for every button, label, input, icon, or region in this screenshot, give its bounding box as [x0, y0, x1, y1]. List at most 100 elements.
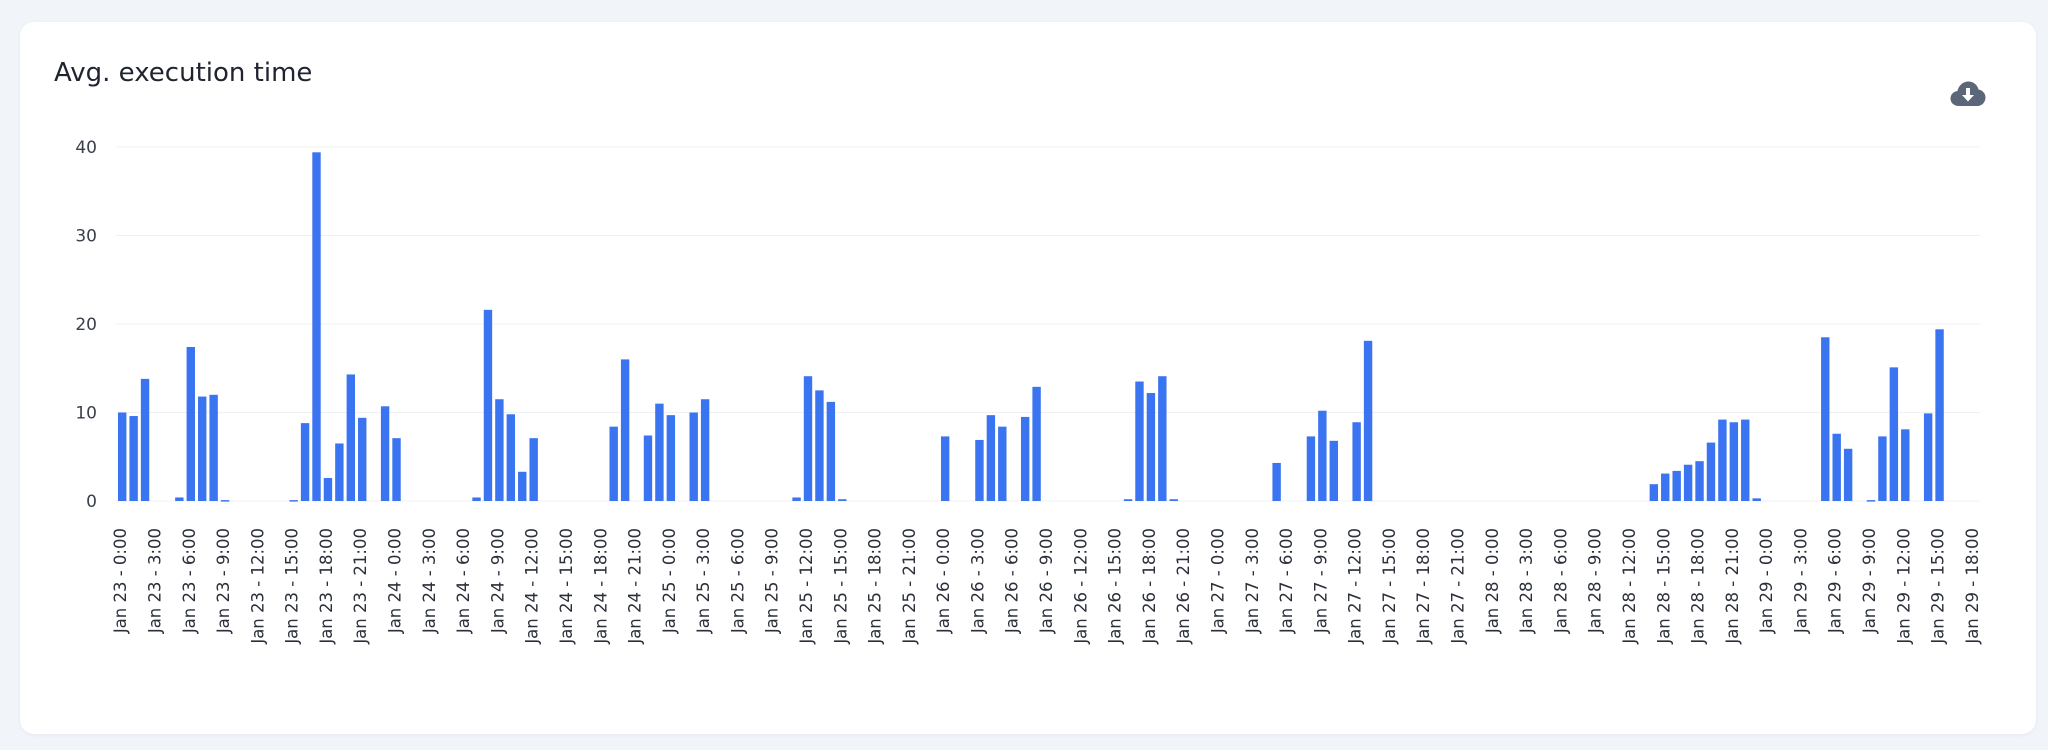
x-tick-label: Jan 29 - 15:00 [1929, 528, 1948, 645]
bar [1832, 433, 1841, 501]
bar [940, 436, 950, 501]
bar [975, 439, 984, 501]
x-tick-label: Jan 24 - 21:00 [626, 528, 645, 645]
bar [1923, 413, 1933, 501]
x-tick-label: Jan 27 - 12:00 [1346, 528, 1365, 645]
bar [346, 374, 355, 501]
x-tick-label: Jan 26 - 6:00 [1003, 528, 1022, 634]
bar [335, 443, 344, 501]
x-tick-label: Jan 25 - 12:00 [797, 528, 816, 645]
x-tick-label: Jan 23 - 6:00 [180, 528, 199, 634]
cloud-download-icon [1950, 81, 1986, 106]
bar [1821, 337, 1830, 501]
x-tick-label: Jan 25 - 15:00 [831, 528, 850, 645]
x-tick-label: Jan 24 - 15:00 [557, 528, 576, 645]
bar [986, 415, 996, 501]
bar [1306, 436, 1316, 501]
bar [1272, 462, 1281, 501]
bar [1901, 429, 1910, 501]
x-tick-label: Jan 25 - 9:00 [763, 528, 782, 634]
x-tick-label: Jan 25 - 6:00 [728, 528, 747, 634]
x-tick-label: Jan 24 - 6:00 [454, 528, 473, 634]
x-tick-label: Jan 26 - 3:00 [968, 528, 987, 634]
bar [1318, 410, 1327, 501]
bar [1866, 500, 1876, 502]
bar [289, 500, 298, 502]
x-tick-label: Jan 26 - 18:00 [1140, 528, 1159, 645]
x-tick-label: Jan 29 - 18:00 [1963, 528, 1982, 645]
bar [1935, 329, 1944, 501]
x-tick-label: Jan 29 - 12:00 [1894, 528, 1913, 645]
x-tick-label: Jan 28 - 0:00 [1483, 528, 1502, 634]
bar [198, 396, 207, 501]
download-button[interactable] [1950, 74, 1996, 114]
bar [803, 376, 813, 501]
y-tick-label: 0 [86, 492, 97, 512]
bar [529, 438, 538, 501]
x-tick-label: Jan 26 - 12:00 [1071, 528, 1090, 645]
bar [1352, 422, 1361, 501]
bar [666, 415, 676, 501]
bar [655, 403, 664, 501]
bar [220, 500, 230, 502]
x-tick-label: Jan 27 - 9:00 [1311, 528, 1330, 634]
bar [1683, 464, 1693, 501]
x-tick-label: Jan 26 - 15:00 [1106, 528, 1125, 645]
bar [392, 438, 401, 501]
bar [506, 414, 516, 501]
x-tick-label: Jan 24 - 3:00 [420, 528, 439, 634]
bar [1363, 340, 1373, 501]
bar [323, 477, 333, 501]
bar [1706, 442, 1716, 501]
x-tick-label: Jan 28 - 6:00 [1551, 528, 1570, 634]
x-tick-label: Jan 25 - 0:00 [660, 528, 679, 634]
y-tick-label: 10 [75, 404, 97, 424]
x-tick-label: Jan 26 - 9:00 [1037, 528, 1056, 634]
bar [380, 406, 390, 501]
bar [118, 412, 127, 501]
bar [643, 435, 653, 501]
bar [620, 359, 630, 501]
x-tick-label: Jan 23 - 0:00 [111, 528, 130, 634]
bar [140, 378, 150, 501]
bar [1843, 448, 1853, 501]
bar-chart: 0 10 20 30 40 Jan 23 - 0:00 Jan 23 - 3:00 Jan 2… [75, 138, 1982, 645]
bar [1878, 436, 1887, 501]
bar [1169, 499, 1178, 501]
bar [689, 412, 698, 501]
bar [1718, 419, 1727, 501]
bar [312, 152, 321, 501]
x-tick-label: Jan 24 - 9:00 [488, 528, 507, 634]
x-tick-label: Jan 28 - 9:00 [1586, 528, 1605, 634]
bar [186, 347, 195, 501]
bar [1752, 498, 1761, 501]
bar [1158, 376, 1167, 501]
bar [495, 399, 504, 501]
bar [1032, 386, 1041, 501]
x-tick-label: Jan 28 - 18:00 [1689, 528, 1708, 645]
bar [175, 497, 184, 501]
bar [129, 416, 138, 501]
x-tick-label: Jan 28 - 21:00 [1723, 528, 1742, 645]
x-tick-label: Jan 24 - 0:00 [386, 528, 405, 634]
bar [483, 309, 493, 501]
chart-title: Avg. execution time [54, 58, 313, 88]
bar [1135, 381, 1144, 501]
x-tick-label: Jan 23 - 21:00 [351, 528, 370, 645]
x-tick-label: Jan 23 - 3:00 [145, 528, 164, 634]
y-tick-label: 20 [75, 315, 97, 335]
bar [1889, 367, 1899, 501]
bar [815, 390, 824, 501]
x-tick-label: Jan 23 - 9:00 [214, 528, 233, 634]
bar [1146, 393, 1156, 501]
bar [838, 499, 847, 501]
y-tick-label: 30 [75, 227, 97, 247]
bar [1661, 473, 1670, 501]
bar [1649, 484, 1659, 501]
bar [300, 423, 310, 501]
bar [1741, 419, 1750, 501]
x-tick-label: Jan 29 - 9:00 [1860, 528, 1879, 634]
bar [609, 426, 618, 501]
bar [792, 497, 801, 501]
chart-card: Avg. execution time 0 10 20 30 40 Jan 23 - 0:… [20, 22, 2036, 734]
